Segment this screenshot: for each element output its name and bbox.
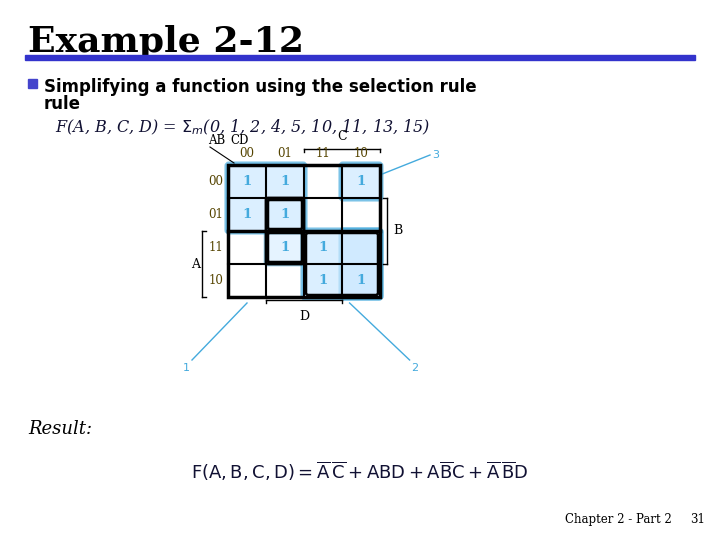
Text: Result:: Result: [28,420,92,438]
Text: 1: 1 [280,241,289,254]
Text: A: A [191,258,200,271]
Text: 1: 1 [243,208,251,221]
Text: 00: 00 [208,175,223,188]
FancyBboxPatch shape [340,163,382,200]
Text: D: D [299,310,309,323]
Bar [28,79,37,88]
Text: Simplifying a function using the selection rule: Simplifying a function using the selecti… [44,78,477,96]
Bar [25,55,695,60]
Text: F(A, B, C, D) = $\Sigma_m$(0, 1, 2, 4, 5, 10, 11, 13, 15): F(A, B, C, D) = $\Sigma_m$(0, 1, 2, 4, 5… [55,118,431,137]
Text: $\mathrm{F(A,B,C,D)=\overline{A}\,\overline{C}+ABD+A\overline{B}C+\overline{A}\,: $\mathrm{F(A,B,C,D)=\overline{A}\,\overl… [192,460,528,483]
Text: C: C [337,130,347,143]
Text: 10: 10 [208,274,223,287]
Text: 01: 01 [278,147,292,160]
Text: B: B [393,225,402,238]
Text: 1: 1 [318,241,328,254]
Text: 1: 1 [183,363,190,373]
FancyBboxPatch shape [340,229,382,299]
Text: 00: 00 [240,147,254,160]
Text: 11: 11 [208,241,223,254]
Text: 1: 1 [356,175,366,188]
Bar [228,165,380,297]
Text: 31: 31 [690,513,705,526]
Text: AB: AB [208,134,225,147]
Text: 1: 1 [356,274,366,287]
Text: 1: 1 [280,208,289,221]
Text: 3: 3 [432,150,439,160]
Text: 01: 01 [208,208,223,221]
FancyBboxPatch shape [302,229,382,299]
Text: CD: CD [230,134,248,147]
Text: Chapter 2 - Part 2: Chapter 2 - Part 2 [565,513,672,526]
Text: 2: 2 [412,363,419,373]
Text: 10: 10 [354,147,369,160]
Text: 1: 1 [318,274,328,287]
Text: Example 2-12: Example 2-12 [28,25,304,59]
Text: 11: 11 [315,147,330,160]
FancyBboxPatch shape [265,230,305,265]
FancyBboxPatch shape [226,163,306,233]
Text: 1: 1 [243,175,251,188]
Text: 1: 1 [280,175,289,188]
Text: rule: rule [44,95,81,113]
